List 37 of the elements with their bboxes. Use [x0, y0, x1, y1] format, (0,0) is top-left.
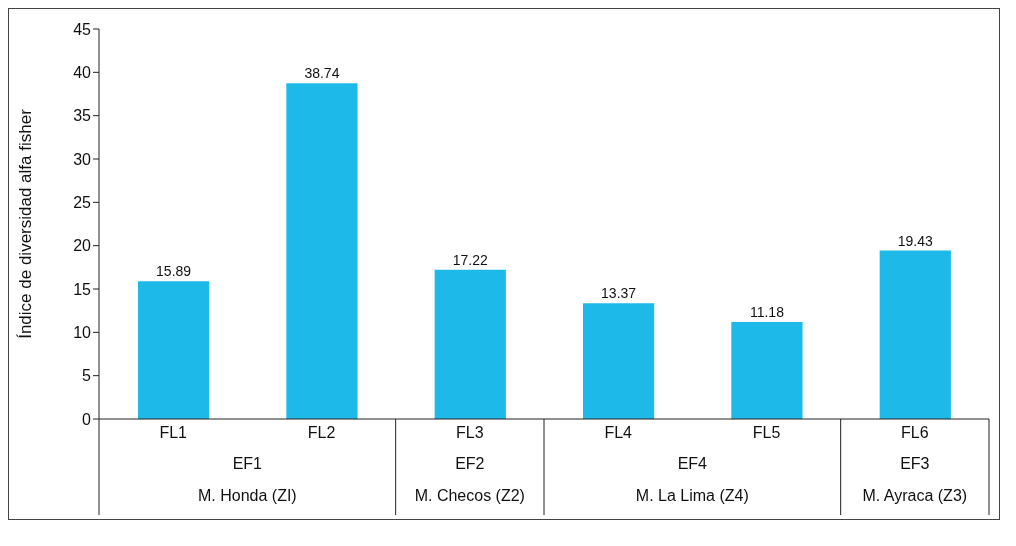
x-tick-label: FL4 — [604, 424, 633, 442]
text: M. La Lima (Z4) — [634, 487, 750, 505]
data-label: 17.22 — [452, 251, 488, 268]
x-tick-label: FL6 — [901, 424, 929, 442]
text: M. Ayraca (Z3) — [861, 487, 969, 505]
text: EF3 — [899, 455, 931, 473]
bar — [138, 281, 210, 419]
y-axis-title: Índice de diversidad alfa fisher — [16, 108, 36, 339]
text: EF1 — [231, 455, 263, 473]
y-tick-label: 0 — [82, 410, 92, 428]
y-tick-label: 5 — [82, 367, 92, 385]
x-tick-label: FL2 — [307, 424, 336, 442]
y-tick-label: 45 — [73, 20, 92, 38]
text: EF2 — [454, 455, 486, 473]
text: EF4 — [676, 455, 708, 473]
data-label: 13.37 — [601, 285, 637, 302]
x-tick-label: FL3 — [456, 424, 484, 442]
y-tick-label: 35 — [73, 107, 92, 125]
bar — [286, 83, 358, 419]
data-label: 38.74 — [304, 65, 340, 82]
y-tick-label: 40 — [73, 64, 92, 82]
y-tick-label: 30 — [73, 150, 92, 168]
bar — [879, 250, 951, 419]
text: M. Honda (ZI) — [197, 487, 298, 505]
bar — [583, 303, 655, 419]
data-label: 15.89 — [156, 263, 192, 280]
y-tick-label: 15 — [73, 280, 92, 298]
y-tick-label: 20 — [73, 237, 92, 255]
bar — [434, 269, 506, 419]
y-tick-label: 10 — [73, 324, 92, 342]
data-label: 19.43 — [897, 232, 933, 249]
bar — [731, 322, 803, 419]
x-tick-label: FL5 — [752, 424, 781, 442]
x-tick-label: FL1 — [159, 424, 188, 442]
data-label: 11.18 — [749, 304, 785, 321]
y-tick-label: 25 — [73, 194, 92, 212]
text: M. Checos (Z2) — [413, 487, 526, 505]
